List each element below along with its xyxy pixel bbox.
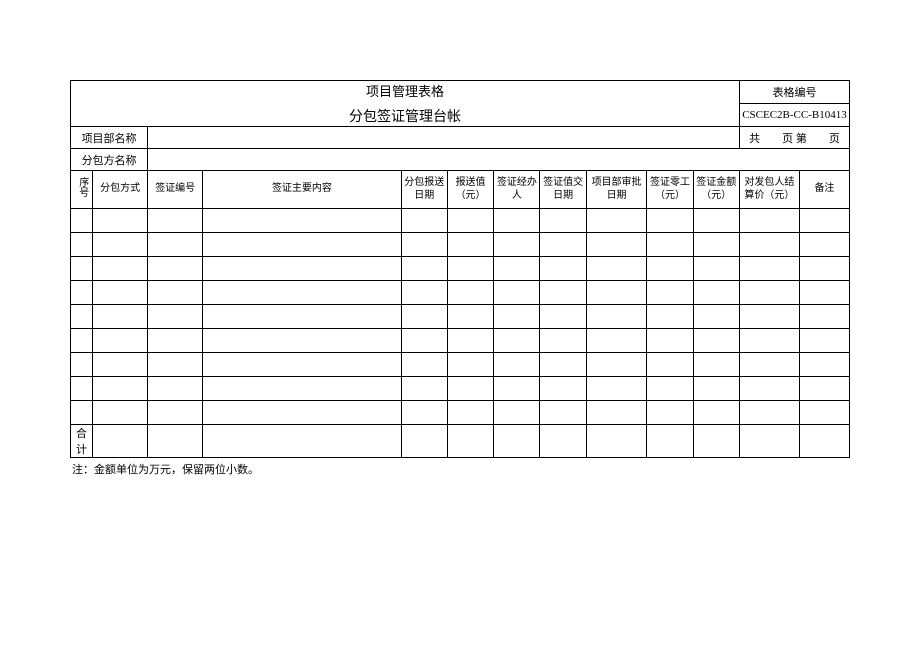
subcontractor-label: 分包方名称 xyxy=(71,149,148,171)
form-table: 项目管理表格 分包签证管理台帐 表格编号 CSCEC2B-CC-B10413 项… xyxy=(70,80,850,458)
col-deliver-date: 签证值交日期 xyxy=(540,171,586,209)
col-submit-date: 分包报送日期 xyxy=(401,171,447,209)
col-method: 分包方式 xyxy=(93,171,148,209)
table-row xyxy=(71,233,850,257)
col-settlement: 对发包人结算价（元） xyxy=(739,171,799,209)
col-submit-value: 报送值（元） xyxy=(447,171,493,209)
col-content: 签证主要内容 xyxy=(203,171,401,209)
footnote: 注：金额单位为万元，保留两位小数。 xyxy=(70,461,850,477)
table-row xyxy=(71,377,850,401)
project-label: 项目部名称 xyxy=(71,127,148,149)
col-amount: 签证金额（元） xyxy=(693,171,739,209)
total-label: 合计 xyxy=(71,425,93,458)
code-value: CSCEC2B-CC-B10413 xyxy=(739,104,849,127)
table-row xyxy=(71,281,850,305)
column-header-row: 序号 分包方式 签证编号 签证主要内容 分包报送日期 报送值（元） 签证经办人 … xyxy=(71,171,850,209)
subcontractor-value xyxy=(148,149,850,171)
total-row: 合计 xyxy=(71,425,850,458)
table-row xyxy=(71,353,850,377)
col-labor: 签证零工（元） xyxy=(647,171,693,209)
col-approve-date: 项目部审批日期 xyxy=(586,171,647,209)
table-row xyxy=(71,257,850,281)
code-label: 表格编号 xyxy=(739,81,849,104)
table-row xyxy=(71,401,850,425)
col-seq: 序号 xyxy=(71,171,93,209)
form-title: 项目管理表格 xyxy=(71,81,739,100)
table-row xyxy=(71,209,850,233)
page-info: 共 页 第 页 xyxy=(739,127,849,149)
col-handler: 签证经办人 xyxy=(494,171,540,209)
form-subtitle: 分包签证管理台帐 xyxy=(71,106,739,126)
col-visa-no: 签证编号 xyxy=(148,171,203,209)
table-row xyxy=(71,329,850,353)
table-row xyxy=(71,305,850,329)
project-value xyxy=(148,127,740,149)
col-remark: 备注 xyxy=(799,171,849,209)
